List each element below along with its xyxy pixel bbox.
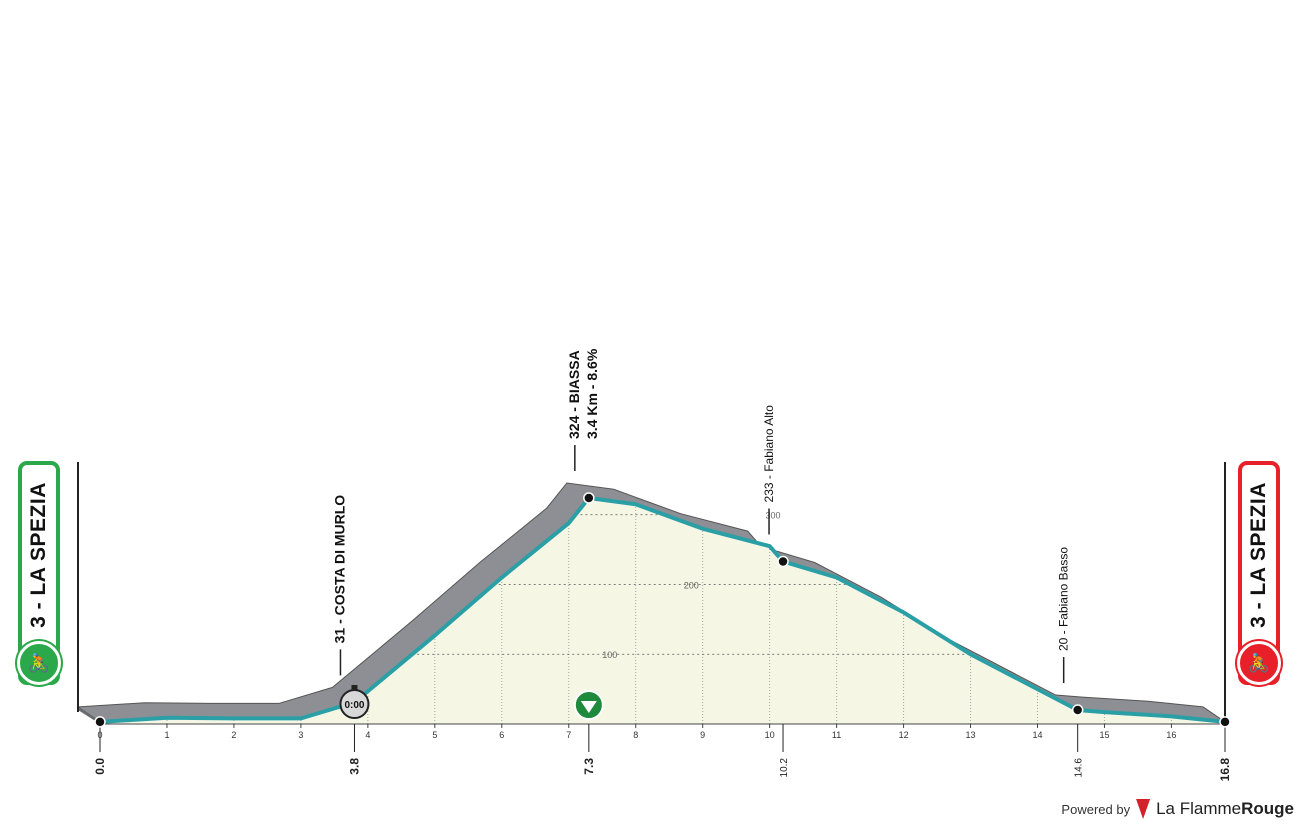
km-tick-label: 6 — [499, 730, 504, 740]
timer-icon-crown — [351, 685, 358, 690]
km-marker-label: 10.2 — [779, 758, 790, 778]
profile-point — [1219, 716, 1231, 728]
km-tick-label: 13 — [966, 730, 976, 740]
cyclist-start-icon: 🚴 — [17, 641, 61, 685]
timer-label: 0:00 — [344, 700, 364, 711]
profile-point — [1071, 704, 1084, 716]
route-line — [99, 495, 1226, 724]
altitude-label: 300 — [765, 511, 780, 521]
km-tick-label: 2 — [231, 730, 236, 740]
brand-name: La FlammeRouge — [1156, 799, 1294, 818]
annotation-label: 31 - COSTA DI MURLO — [331, 495, 347, 644]
altitude-label: 100 — [602, 650, 617, 660]
km-marker-label: 0.0 — [93, 758, 107, 775]
km-marker-label: 14.6 — [1074, 758, 1085, 778]
km-tick-label: 15 — [1099, 730, 1109, 740]
km-marker-label: 16.8 — [1218, 758, 1232, 782]
annotation-label: 233 - Fabiano Alto — [762, 405, 776, 503]
km-tick-label: 1 — [164, 730, 169, 740]
annotation-label: 324 - BIASSA — [566, 350, 582, 439]
km-tick-label: 7 — [566, 730, 571, 740]
km-tick-label: 5 — [432, 730, 437, 740]
km-tick-label: 4 — [365, 730, 370, 740]
climb-marker-arrow — [580, 701, 597, 713]
km-tick-label: 12 — [899, 730, 909, 740]
altitude-label: 200 — [684, 580, 699, 590]
finish-location-label: 3 - LA SPEZIA — [1247, 482, 1270, 628]
annotation-label: 20 - Fabiano Basso — [1057, 547, 1071, 651]
annotation-label: 3.4 Km - 8.6% — [584, 348, 600, 439]
finish-badge: 3 - LA SPEZIA 🚴 — [1237, 461, 1281, 685]
footer-branding: Powered by La FlammeRouge — [1061, 799, 1294, 819]
profile-point — [94, 716, 106, 728]
km-marker-label: 7.3 — [582, 758, 596, 775]
profile-side-wall — [78, 706, 100, 724]
profile-point — [777, 555, 789, 568]
km-tick-label: 9 — [700, 730, 705, 740]
km-tick-label: 10 — [765, 730, 775, 740]
km-tick-label: 8 — [633, 730, 638, 740]
cyclist-finish-icon: 🚴 — [1237, 641, 1281, 685]
km-tick-label: 11 — [832, 730, 841, 740]
powered-by-label: Powered by — [1061, 801, 1131, 817]
km-tick-label: 14 — [1032, 730, 1042, 740]
km-tick-label: 3 — [298, 730, 303, 740]
profile-point — [583, 492, 595, 504]
start-badge: 3 - LA SPEZIA 🚴 — [17, 461, 61, 685]
flamme-rouge-logo-icon — [1136, 799, 1151, 819]
start-location-label: 3 - LA SPEZIA — [27, 482, 50, 628]
profile-area — [100, 498, 1225, 724]
km-marker-label: 3.8 — [347, 758, 361, 775]
km-tick-label: 16 — [1166, 730, 1176, 740]
